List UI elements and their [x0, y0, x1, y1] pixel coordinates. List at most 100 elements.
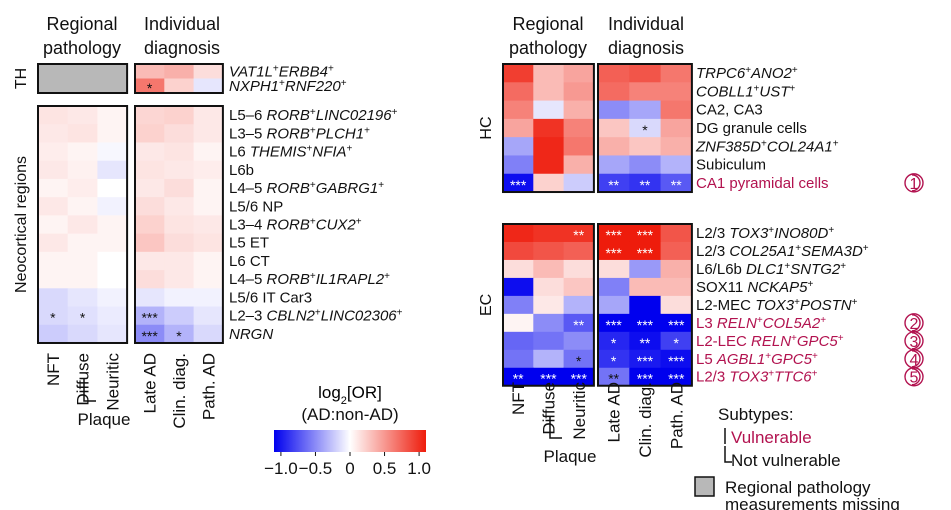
legend-subtitle: (AD:non-AD) [301, 405, 398, 424]
row-label-part: + [761, 138, 767, 149]
row-label: L4–5 RORB+GABRG1+ [229, 180, 384, 198]
significance-stars: * [576, 353, 582, 369]
row-label-part: + [795, 242, 801, 253]
row-label-part: NXPH1 [229, 78, 279, 95]
heatmap-cell [164, 306, 195, 326]
heatmap-cell [629, 82, 662, 102]
row-label-part: DG granule cells [696, 120, 807, 137]
row-label-part: + [792, 65, 798, 76]
row-label-part: L2-LEC [696, 333, 751, 350]
row-label-part: L2-MEC [696, 297, 755, 314]
significance-stars: ** [639, 335, 650, 351]
heatmap-cell [164, 124, 195, 144]
row-label: L5 ET [229, 235, 269, 252]
row-label-part: CA2, CA3 [696, 102, 763, 119]
heatmap-cell [563, 349, 595, 369]
row-label: Subiculum [696, 157, 766, 174]
row-label-part: RELN [751, 333, 791, 350]
heatmap-cell [629, 277, 662, 297]
left-regional-header: pathology [43, 38, 121, 58]
heatmap-cell [97, 324, 128, 344]
row-label-part: + [397, 307, 403, 318]
row-label: VAT1L+ERBB4+ [229, 63, 334, 81]
row-label: L2–3 CBLN2+LINC02306+ [229, 307, 403, 325]
heatmap-cell [533, 64, 565, 83]
row-label: L2/3 COL25A1+SEMA3D+ [696, 242, 869, 260]
heatmap-cell [97, 270, 128, 289]
row-label-part: L2/3 [696, 225, 729, 242]
heatmap-cell [660, 295, 693, 315]
heatmap-cell [598, 224, 630, 243]
row-label-part: + [378, 180, 384, 191]
column-label: Clin. diag. [636, 382, 655, 458]
right-regional-header: pathology [509, 38, 587, 58]
legend-title: log2[OR] [318, 383, 382, 407]
heatmap-cell [67, 288, 98, 308]
heatmap-cell [38, 324, 69, 344]
significance-stars: ** [608, 177, 619, 193]
significance-stars: * [50, 310, 56, 326]
heatmap-cell [164, 178, 195, 198]
significance-stars: ** [671, 177, 682, 193]
heatmap-cell [67, 106, 98, 125]
heatmap-cell [598, 82, 630, 102]
heatmap-cell [193, 142, 224, 162]
heatmap-cell [629, 155, 662, 175]
heatmap-cell [503, 224, 534, 243]
row-label-part: VAT1L [229, 63, 273, 80]
row-label-part: L6/L6b [696, 261, 746, 278]
heatmap-cell [598, 295, 630, 315]
row-label-part: L4–5 [229, 180, 267, 197]
significance-stars: *** [605, 245, 622, 261]
left-individual-header: diagnosis [144, 38, 220, 58]
row-label: CA1 pyramidal cells [696, 175, 829, 192]
heatmap-cell [97, 78, 128, 94]
heatmap-cell [660, 331, 693, 351]
heatmap-cell [164, 324, 195, 344]
heatmap-cell [533, 349, 565, 369]
heatmap-cell [67, 142, 98, 162]
heatmap-cell [598, 155, 630, 175]
heatmap-cell [97, 215, 128, 235]
row-label-part: AGBL1 [716, 351, 765, 368]
heatmap-cell [660, 173, 693, 193]
row-label-part: + [310, 125, 316, 136]
missing-swatch [694, 476, 715, 497]
heatmap-block-border [37, 63, 129, 94]
significance-stars: *** [571, 371, 588, 387]
heatmap-cell [135, 64, 165, 80]
heatmap-cell [563, 259, 595, 279]
heatmap-cell [135, 215, 165, 235]
heatmap-cell [193, 64, 224, 80]
heatmap-cell [67, 160, 98, 180]
heatmap-cell [503, 82, 534, 102]
heatmap-cell [135, 306, 165, 326]
row-label-part: RORB [267, 107, 310, 124]
missing-label: measurements missing [725, 495, 900, 510]
row-label-part: + [807, 278, 813, 289]
heatmap-cell [598, 367, 630, 387]
row-label-part: RELN [717, 315, 757, 332]
legend-tick-label: 1.0 [407, 459, 431, 478]
row-label: L6 CT [229, 253, 270, 270]
row-label-part: ANO2 [750, 65, 793, 82]
row-label: SOX11 NCKAP5+ [696, 278, 813, 296]
subtypes-not-vulnerable: Not vulnerable [731, 451, 841, 470]
significance-stars: *** [605, 227, 622, 243]
significance-stars: *** [637, 227, 654, 243]
row-label-part: RNF220 [285, 78, 342, 95]
heatmap-cell [97, 124, 128, 144]
heatmap-block-border [597, 63, 693, 194]
significance-stars: * [147, 80, 153, 96]
heatmap-cell [135, 160, 165, 180]
heatmap-cell [563, 137, 595, 157]
heatmap-cell [193, 233, 224, 253]
row-label-part: + [757, 314, 763, 325]
significance-stars: *** [637, 371, 654, 387]
heatmap-cell [660, 64, 693, 83]
row-label-part: + [838, 332, 844, 343]
row-label-part: CA1 pyramidal cells [696, 175, 829, 192]
group-label: HC [478, 116, 495, 139]
significance-stars: *** [141, 310, 158, 326]
row-label-part: L2–3 [229, 308, 267, 325]
